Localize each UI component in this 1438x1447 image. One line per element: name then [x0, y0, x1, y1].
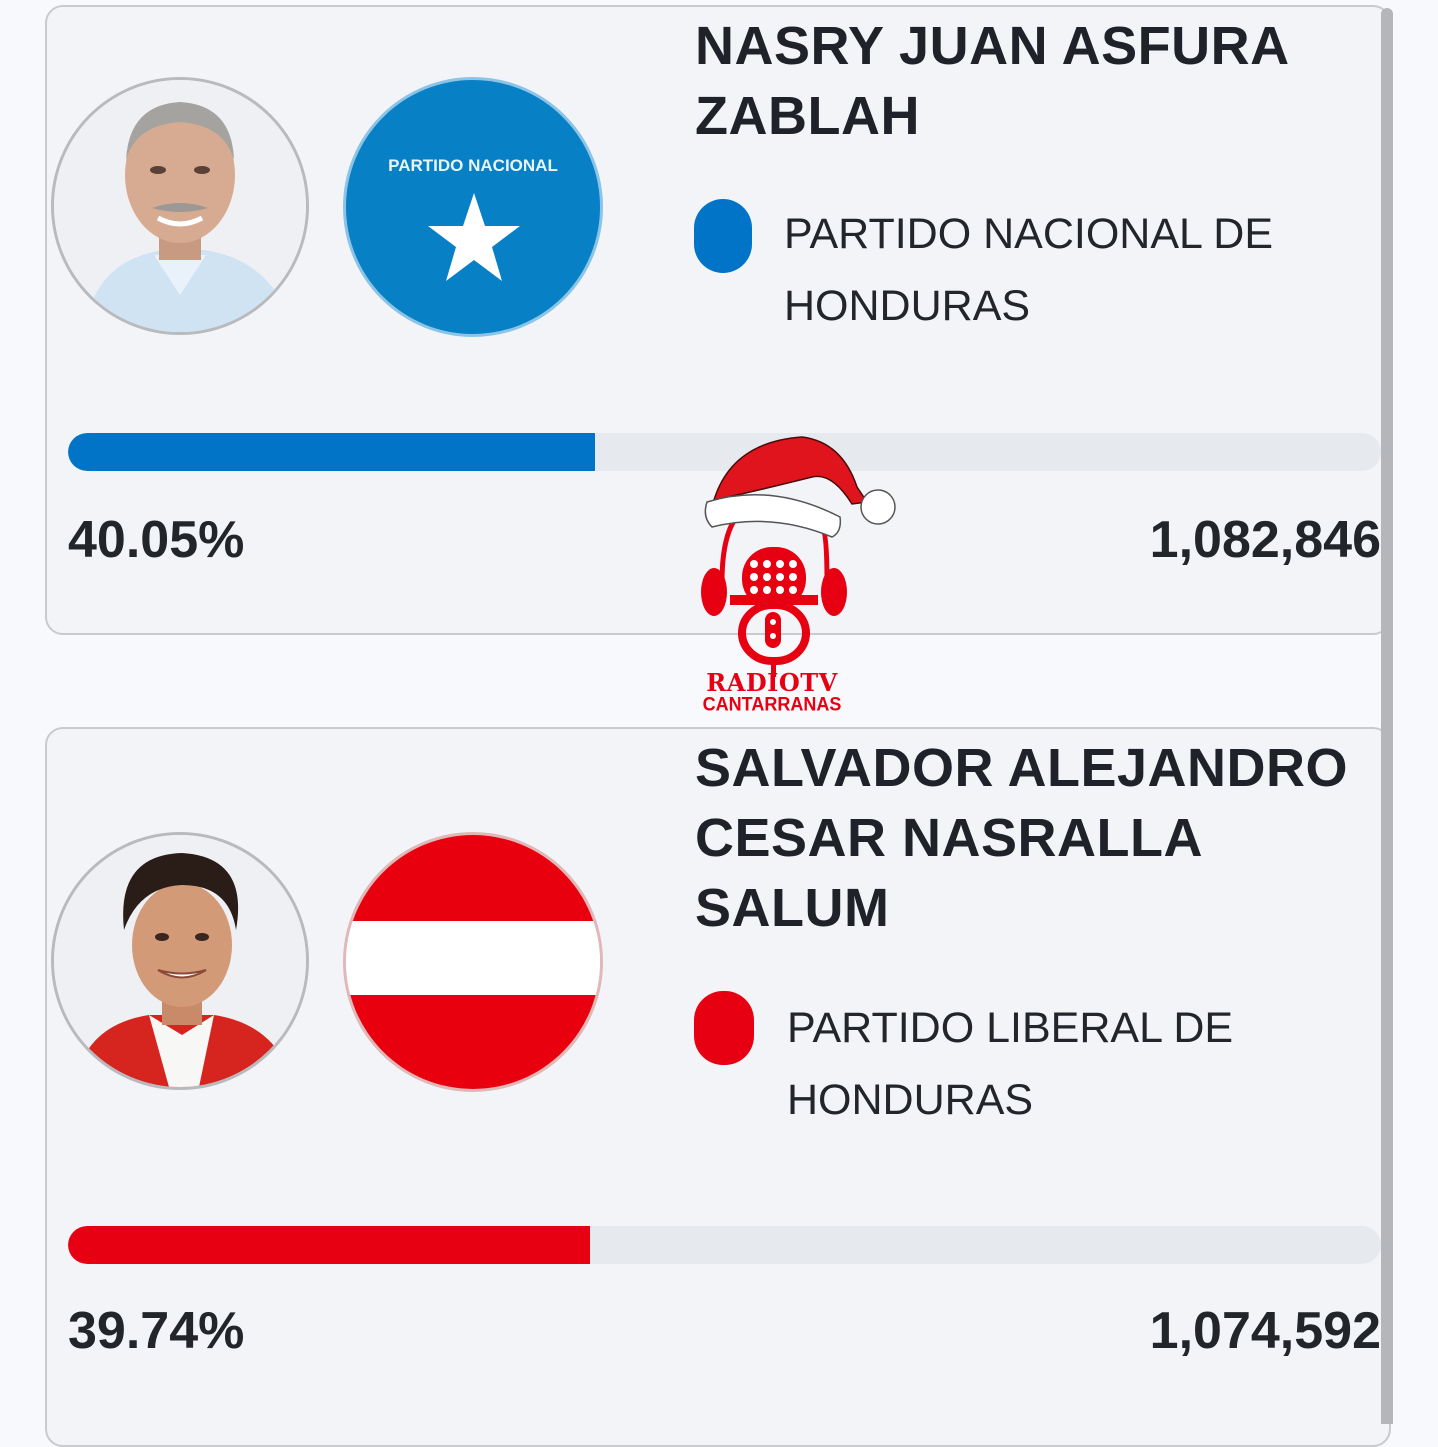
vote-progress-bar — [68, 433, 1381, 471]
radiotv-watermark-logo: RADIOTV CANTARRANAS — [692, 432, 904, 717]
party-logo-nacional: PARTIDO NACIONAL — [343, 77, 603, 337]
vote-percentage: 39.74% — [68, 1302, 245, 1360]
watermark-line1: RADIOTV — [706, 668, 838, 697]
star-icon — [428, 193, 520, 281]
party-logo-liberal — [343, 832, 603, 1092]
microphone-santa-hat-icon — [701, 436, 896, 677]
candidate-photo — [51, 832, 309, 1090]
scrollbar[interactable] — [1381, 8, 1393, 1424]
party-color-dot — [694, 199, 752, 273]
candidate-photo — [51, 77, 309, 335]
candidate-name: NASRY JUAN ASFURA ZABLAH — [695, 16, 1290, 146]
party-logo-text: PARTIDO NACIONAL — [388, 156, 558, 175]
vote-percentage: 40.05% — [68, 511, 245, 569]
vote-count: 1,082,846 — [1149, 511, 1381, 569]
party-name: PARTIDO NACIONAL DE HONDURAS — [784, 210, 1274, 330]
vote-progress-bar — [68, 1226, 1381, 1264]
candidate-card-asfura: PARTIDO NACIONAL NASRY JUAN ASFURA ZABLA… — [45, 5, 1391, 635]
vote-progress-fill — [68, 433, 595, 471]
candidate-card-nasralla: SALVADOR ALEJANDRO CESAR NASRALLA SALUM … — [45, 727, 1391, 1447]
candidate-name: SALVADOR ALEJANDRO CESAR NASRALLA SALUM — [695, 738, 1349, 938]
vote-count: 1,074,592 — [1149, 1302, 1381, 1360]
party-name: PARTIDO LIBERAL DE HONDURAS — [787, 1004, 1234, 1124]
vote-progress-fill — [68, 1226, 590, 1264]
party-color-dot — [694, 991, 754, 1065]
watermark-line2: CANTARRANAS — [702, 692, 842, 715]
